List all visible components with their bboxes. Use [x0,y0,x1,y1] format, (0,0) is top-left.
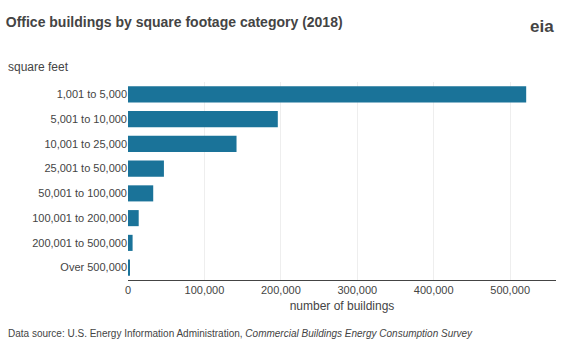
svg-text:50,001 to 100,000: 50,001 to 100,000 [38,187,127,199]
svg-text:Over 500,000: Over 500,000 [60,261,127,273]
svg-text:500,000: 500,000 [490,284,530,296]
svg-text:0: 0 [125,284,131,296]
svg-text:5,001 to 10,000: 5,001 to 10,000 [51,113,127,125]
svg-text:200,001 to 500,000: 200,001 to 500,000 [32,237,127,249]
svg-text:300,000: 300,000 [337,284,377,296]
svg-text:Office buildings by square foo: Office buildings by square footage categ… [6,14,343,30]
svg-text:number of buildings: number of buildings [290,299,395,313]
svg-text:1,001 to 5,000: 1,001 to 5,000 [57,88,127,100]
svg-text:400,000: 400,000 [414,284,454,296]
svg-text:square feet: square feet [8,60,69,74]
svg-text:200,000: 200,000 [261,284,301,296]
svg-text:eia: eia [530,17,554,36]
svg-text:10,001 to 25,000: 10,001 to 25,000 [44,138,127,150]
svg-text:100,000: 100,000 [185,284,225,296]
svg-text:100,001 to 200,000: 100,001 to 200,000 [32,212,127,224]
svg-text:Data source: U.S. Energy Infor: Data source: U.S. Energy Information Adm… [8,328,473,339]
svg-text:25,001 to 50,000: 25,001 to 50,000 [44,162,127,174]
